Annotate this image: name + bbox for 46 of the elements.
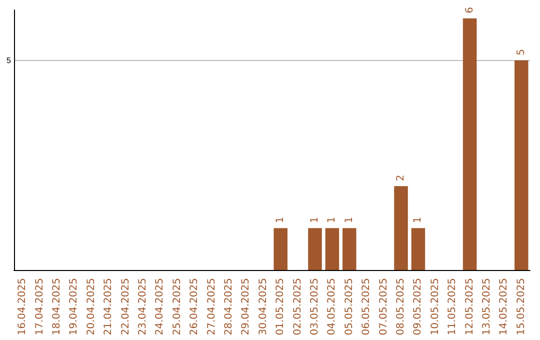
- bar: [342, 228, 356, 270]
- x-tick-label: 28.04.2025: [224, 278, 234, 336]
- x-tick-label: 25.04.2025: [172, 278, 183, 336]
- x-tick-label: 04.05.2025: [326, 278, 338, 336]
- x-tick-label: 17.04.2025: [34, 278, 46, 336]
- x-tick-label: 30.04.2025: [258, 278, 269, 336]
- data-label: 1: [412, 216, 424, 224]
- x-tick-label: 12.05.2025: [464, 278, 476, 336]
- x-tick-label: 19.04.2025: [68, 278, 80, 336]
- x-tick-label: 09.05.2025: [412, 278, 424, 336]
- data-label: 1: [344, 216, 355, 224]
- x-tick-label: 27.04.2025: [206, 278, 218, 336]
- data-label: 1: [326, 216, 338, 224]
- x-tick-label: 06.05.2025: [361, 278, 372, 336]
- x-tick-label: 20.04.2025: [86, 278, 97, 336]
- bar: [411, 228, 426, 270]
- data-label: 5: [516, 48, 527, 56]
- data-label: 1: [275, 216, 286, 224]
- bar: [462, 18, 477, 270]
- x-tick-label: 21.04.2025: [103, 278, 114, 336]
- x-tick-label: 05.05.2025: [344, 278, 355, 336]
- x-tick-label: 13.05.2025: [482, 278, 492, 336]
- bar: [325, 228, 340, 270]
- x-tick-label: 18.04.2025: [52, 278, 62, 336]
- x-tick-label: 29.04.2025: [240, 278, 252, 336]
- data-label: 2: [396, 174, 406, 182]
- x-tick-label: 07.05.2025: [378, 278, 390, 336]
- x-tick-label: 02.05.2025: [292, 278, 304, 336]
- x-tick-label: 23.04.2025: [138, 278, 148, 336]
- data-label: 1: [310, 216, 320, 224]
- x-tick-label: 08.05.2025: [396, 278, 406, 336]
- x-tick-label: 24.04.2025: [154, 278, 166, 336]
- x-tick-label: 15.05.2025: [516, 278, 527, 336]
- x-tick-label: 22.04.2025: [120, 278, 132, 336]
- data-label: 6: [464, 7, 476, 14]
- x-tick-label: 26.04.2025: [189, 278, 200, 336]
- x-tick-label: 16.04.2025: [17, 278, 28, 336]
- bar: [514, 60, 528, 270]
- bar: [394, 186, 408, 270]
- x-tick-label: 14.05.2025: [498, 278, 510, 336]
- x-tick-label: 01.05.2025: [275, 278, 286, 336]
- x-tick-label: 03.05.2025: [310, 278, 320, 336]
- bar: [308, 228, 322, 270]
- bar: [274, 228, 288, 270]
- x-tick-label: 10.05.2025: [430, 278, 441, 336]
- x-tick-label: 11.05.2025: [447, 278, 458, 336]
